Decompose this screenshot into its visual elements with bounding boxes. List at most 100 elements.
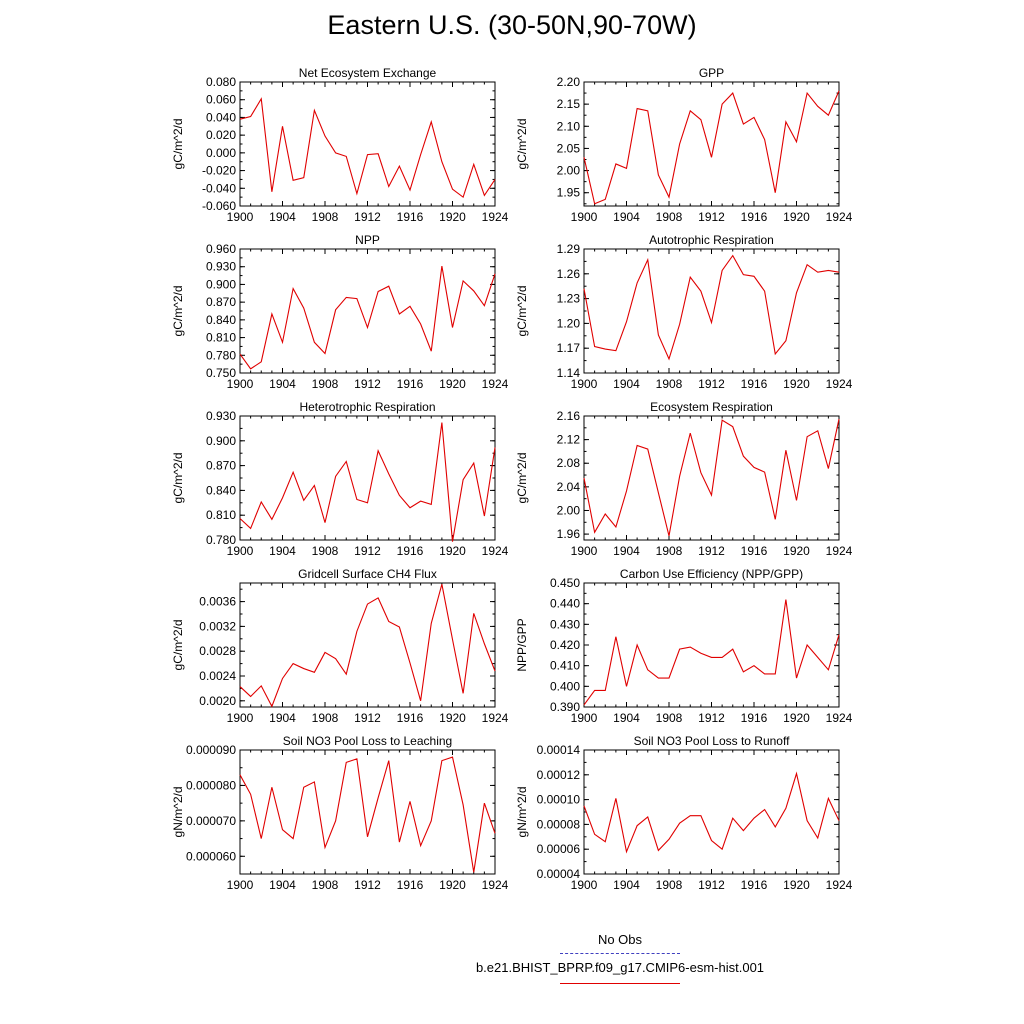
chart-8-xtick-label: 1908: [312, 878, 339, 892]
chart-6-xtick-label: 1908: [312, 711, 339, 725]
chart-2-ytick-label: 0.780: [206, 348, 236, 362]
chart-3-xtick-label: 1916: [741, 377, 768, 391]
chart-7-xtick-label: 1916: [741, 711, 768, 725]
chart-8-xtick-label: 1900: [227, 878, 254, 892]
chart-3-xtick-label: 1920: [783, 377, 810, 391]
chart-6-xtick-label: 1900: [227, 711, 254, 725]
chart-1-ytick-label: 2.05: [557, 141, 581, 155]
chart-5-xtick-label: 1904: [613, 544, 640, 558]
chart-0-ytick-label: -0.060: [202, 199, 236, 213]
chart-8-ytick-label: 0.000070: [186, 814, 236, 828]
chart-3-frame: [583, 248, 840, 374]
chart-8: Soil NO3 Pool Loss to Leaching gN/m^2/d 19…: [171, 734, 509, 892]
chart-5: Ecosystem Respiration gC/m^2/d 1900 1904 190…: [515, 400, 853, 558]
chart-7-ytick-label: 0.410: [550, 659, 580, 673]
chart-3-ytick-label: 1.14: [557, 366, 581, 380]
chart-0-ytick-label: 0.080: [206, 75, 236, 89]
chart-5-xtick-label: 1924: [826, 544, 853, 558]
chart-7-ylabel: NPP/GPP: [515, 618, 529, 671]
chart-0-xtick-label: 1904: [269, 210, 296, 224]
chart-3-series-line: [583, 254, 840, 361]
chart-5-ytick-label: 1.96: [557, 527, 581, 541]
chart-6-xtick-label: 1920: [439, 711, 466, 725]
chart-3-xtick-label: 1900: [571, 377, 598, 391]
chart-9-ytick-label: 0.00014: [537, 743, 581, 757]
chart-9-xtick-label: 1920: [783, 878, 810, 892]
chart-7-xtick-label: 1920: [783, 711, 810, 725]
chart-6-ytick-label: 0.0028: [199, 644, 236, 658]
chart-9-xtick-label: 1900: [571, 878, 598, 892]
chart-2-ytick-label: 0.810: [206, 331, 236, 345]
chart-5-ytick-label: 2.16: [557, 409, 581, 423]
chart-9-ytick-label: 0.00012: [537, 768, 581, 782]
chart-7: Carbon Use Efficiency (NPP/GPP) NPP/GPP 19…: [515, 567, 853, 725]
chart-5-xtick-label: 1920: [783, 544, 810, 558]
chart-1-ytick-label: 2.00: [557, 164, 581, 178]
chart-3-xtick-label: 1904: [613, 377, 640, 391]
chart-5-series-line: [583, 418, 840, 537]
chart-8-xtick-label: 1924: [482, 878, 509, 892]
chart-5-ytick-label: 2.12: [557, 433, 581, 447]
chart-1-frame: [583, 81, 840, 207]
chart-4-xtick-label: 1916: [397, 544, 424, 558]
chart-0: Net Ecosystem Exchange gC/m^2/d 1900 1904 19…: [171, 66, 509, 224]
chart-9-xtick-label: 1904: [613, 878, 640, 892]
chart-9-xtick-label: 1924: [826, 878, 853, 892]
chart-1-ytick-label: 2.15: [557, 97, 581, 111]
chart-5-ytick-label: 2.00: [557, 503, 581, 517]
chart-5-xtick-label: 1916: [741, 544, 768, 558]
chart-5-xtick-label: 1908: [656, 544, 683, 558]
chart-7-xtick-label: 1904: [613, 711, 640, 725]
chart-6-xtick-label: 1916: [397, 711, 424, 725]
chart-2-ytick-label: 0.870: [206, 295, 236, 309]
chart-2-xtick-label: 1916: [397, 377, 424, 391]
chart-6-xtick-label: 1904: [269, 711, 296, 725]
chart-7-ytick-label: 0.390: [550, 700, 580, 714]
chart-0-xtick-label: 1920: [439, 210, 466, 224]
chart-0-ytick-label: 0.020: [206, 128, 236, 142]
chart-1-series-line: [583, 90, 840, 205]
chart-0-frame: [239, 81, 496, 207]
chart-6: Gridcell Surface CH4 Flux gC/m^2/d 1900 190…: [171, 567, 509, 725]
chart-1-xtick-label: 1904: [613, 210, 640, 224]
chart-1-ylabel: gC/m^2/d: [515, 119, 529, 170]
chart-0-ytick-label: 0.060: [206, 93, 236, 107]
chart-6-title: Gridcell Surface CH4 Flux: [298, 567, 437, 581]
chart-4-xtick-label: 1900: [227, 544, 254, 558]
chart-7-ytick-label: 0.450: [550, 576, 580, 590]
chart-1-xtick-label: 1900: [571, 210, 598, 224]
chart-4-xtick-label: 1912: [354, 544, 381, 558]
chart-4: Heterotrophic Respiration gC/m^2/d 1900 190…: [171, 400, 509, 558]
chart-6-ytick-label: 0.0020: [199, 694, 236, 708]
chart-0-ylabel: gC/m^2/d: [171, 119, 185, 170]
chart-9-ytick-label: 0.00010: [537, 793, 581, 807]
chart-8-xtick-label: 1920: [439, 878, 466, 892]
chart-0-xtick-label: 1916: [397, 210, 424, 224]
chart-2-xtick-label: 1920: [439, 377, 466, 391]
chart-9-xtick-label: 1916: [741, 878, 768, 892]
chart-4-title: Heterotrophic Respiration: [299, 400, 435, 414]
chart-8-ytick-label: 0.000060: [186, 849, 236, 863]
chart-4-ytick-label: 0.870: [206, 459, 236, 473]
chart-2-series-line: [239, 266, 496, 370]
chart-0-series-line: [239, 97, 496, 199]
chart-0-xtick-label: 1912: [354, 210, 381, 224]
chart-9-xtick-label: 1908: [656, 878, 683, 892]
chart-2-xtick-label: 1912: [354, 377, 381, 391]
chart-0-ytick-label: -0.040: [202, 181, 236, 195]
chart-3-ytick-label: 1.17: [557, 341, 581, 355]
chart-3-ylabel: gC/m^2/d: [515, 286, 529, 337]
chart-7-ytick-label: 0.420: [550, 638, 580, 652]
chart-9-ytick-label: 0.00004: [537, 867, 581, 881]
chart-0-xtick-label: 1908: [312, 210, 339, 224]
chart-2-xtick-label: 1904: [269, 377, 296, 391]
chart-0-xtick-label: 1924: [482, 210, 509, 224]
chart-7-xtick-label: 1912: [698, 711, 725, 725]
chart-2-title: NPP: [355, 233, 380, 247]
chart-7-frame: [583, 582, 840, 708]
chart-4-ytick-label: 0.840: [206, 483, 236, 497]
chart-8-xtick-label: 1916: [397, 878, 424, 892]
chart-7-ytick-label: 0.400: [550, 679, 580, 693]
chart-1-ytick-label: 2.10: [557, 119, 581, 133]
